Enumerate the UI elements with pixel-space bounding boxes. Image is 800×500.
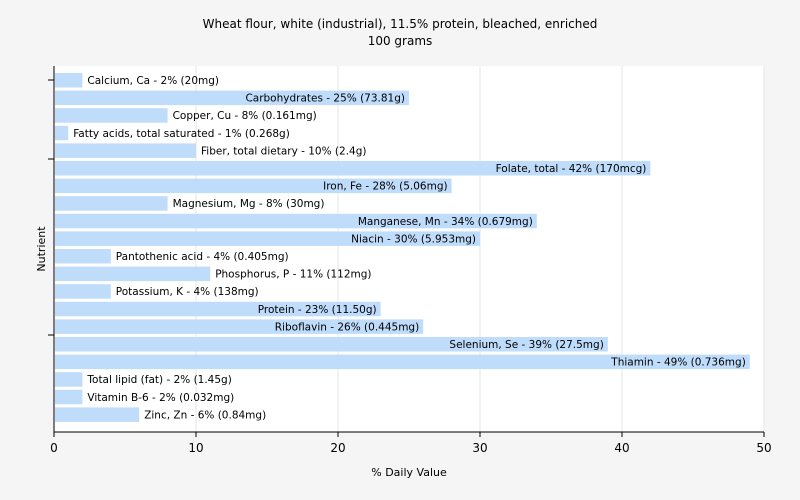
bar-label: Copper, Cu - 8% (0.161mg) [173, 110, 317, 122]
x-tick-label: 10 [188, 441, 203, 455]
y-ticks [48, 79, 54, 336]
bars: Calcium, Ca - 2% (20mg) Carbohydrates - 2… [55, 73, 750, 422]
x-tick-label: 40 [614, 441, 629, 455]
bar-label: Pantothenic acid - 4% (0.405mg) [116, 251, 289, 263]
bar-label: Riboflavin - 26% (0.445mg) [275, 321, 419, 333]
bar [55, 73, 83, 88]
bar-label: Zinc, Zn - 6% (0.84mg) [144, 409, 266, 421]
x-axis-label: % Daily Value [371, 466, 447, 479]
x-tick-label: 30 [472, 441, 487, 455]
bar-label: Niacin - 30% (5.953mg) [351, 233, 476, 245]
bar [55, 213, 537, 229]
chart-subtitle: 100 grams [368, 34, 433, 48]
bar [55, 196, 168, 211]
chart-title: Wheat flour, white (industrial), 11.5% p… [203, 17, 598, 31]
bar-label: Fatty acids, total saturated - 1% (0.268… [73, 128, 290, 140]
bar [55, 90, 409, 106]
grid [195, 66, 765, 432]
y-axis-label: Nutrient [35, 226, 48, 272]
bar-label: Potassium, K - 4% (138mg) [116, 286, 259, 298]
bar-label: Fiber, total dietary - 10% (2.4g) [201, 145, 366, 157]
bar-label: Phosphorus, P - 11% (112mg) [215, 269, 371, 281]
bar [55, 108, 168, 123]
bar-label: Total lipid (fat) - 2% (1.45g) [86, 374, 231, 386]
plot-area [54, 66, 764, 432]
bar-label: Calcium, Ca - 2% (20mg) [87, 75, 219, 87]
bar [55, 178, 452, 194]
bar-label: Folate, total - 42% (170mcg) [496, 163, 647, 175]
bar [55, 143, 196, 158]
bar-label: Protein - 23% (11.50g) [258, 304, 377, 316]
bar-label: Carbohydrates - 25% (73.81g) [245, 93, 405, 105]
bar-label: Magnesium, Mg - 8% (30mg) [173, 198, 325, 210]
bar [55, 389, 83, 405]
bar-label: Iron, Fe - 28% (5.06mg) [323, 181, 447, 193]
x-tick-label: 0 [50, 441, 58, 455]
bar [55, 249, 111, 264]
bar [55, 372, 83, 387]
bar-label: Thiamin - 49% (0.736mg) [610, 357, 746, 369]
bar [55, 337, 608, 352]
bar-label: Selenium, Se - 39% (27.5mg) [449, 339, 603, 351]
bar-label: Manganese, Mn - 34% (0.679mg) [358, 216, 533, 228]
bar [55, 231, 480, 246]
bar [55, 266, 211, 282]
x-ticks: 0 10 20 30 40 50 [50, 432, 772, 455]
bar [55, 407, 140, 422]
bar [55, 319, 424, 334]
axes [53, 66, 764, 433]
bar [55, 301, 381, 317]
bar [55, 354, 750, 370]
x-tick-label: 50 [756, 441, 771, 455]
x-tick-label: 20 [330, 441, 345, 455]
bar-label: Vitamin B-6 - 2% (0.032mg) [87, 392, 234, 404]
bar [55, 284, 111, 299]
bar [55, 125, 69, 141]
bar [55, 161, 651, 176]
